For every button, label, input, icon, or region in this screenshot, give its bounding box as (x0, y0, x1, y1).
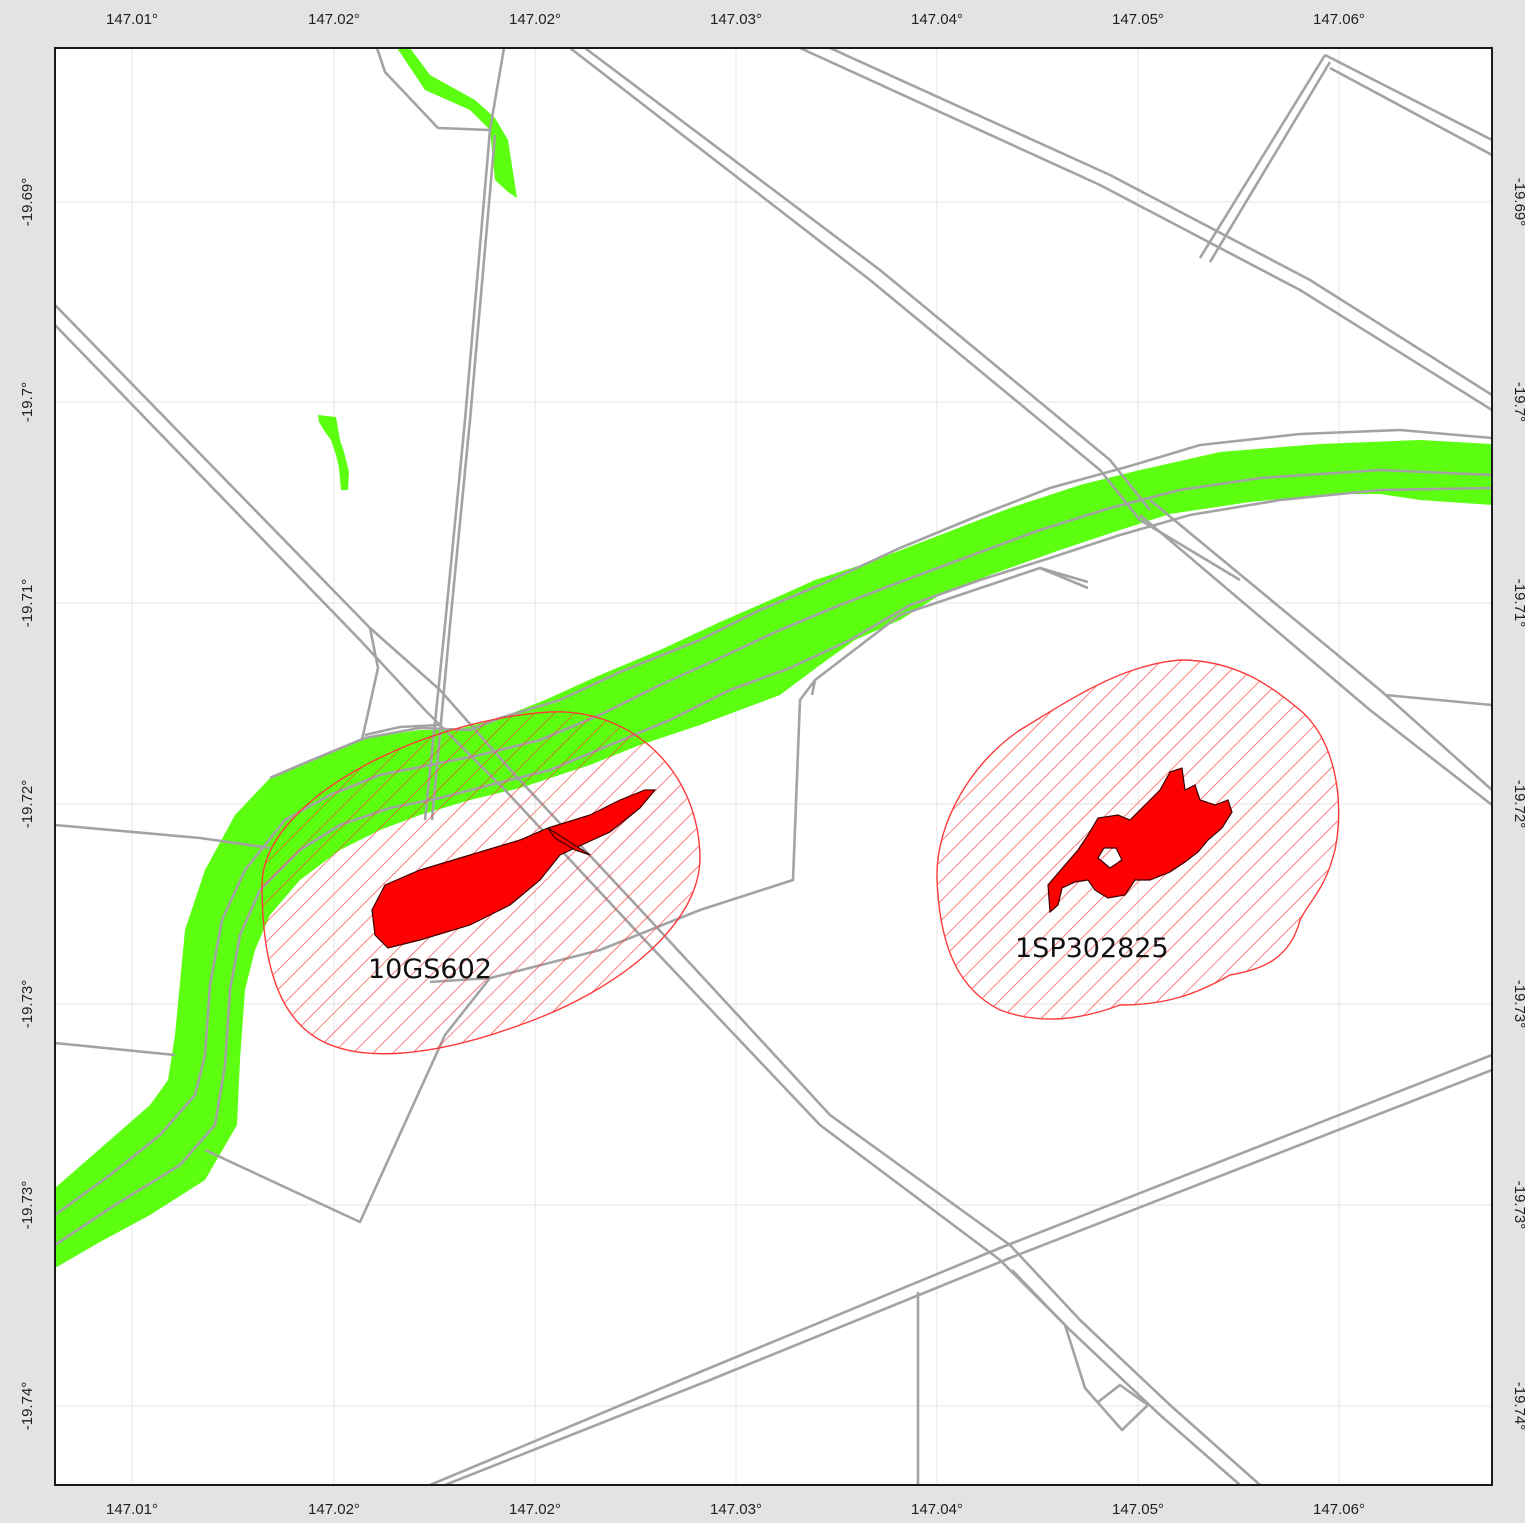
bottom-lon-tick: 147.06° (1313, 1501, 1365, 1518)
left-lat-tick: -19.74° (19, 1382, 36, 1431)
vegetation-patch (318, 415, 349, 490)
bottom-longitude-axis: 147.01° 147.02° 147.02° 147.03° 147.04° … (106, 1501, 1365, 1518)
bottom-lon-tick: 147.04° (911, 1501, 963, 1518)
right-lat-tick: -19.72° (1511, 780, 1525, 829)
left-lat-tick: -19.73° (19, 1181, 36, 1230)
right-lat-tick: -19.71° (1511, 579, 1525, 628)
stream-north (397, 48, 517, 198)
feature-label-1SP302825: 1SP302825 (1015, 933, 1169, 964)
left-lat-tick: -19.73° (19, 980, 36, 1029)
top-lon-tick: 147.02° (509, 11, 561, 28)
right-lat-tick: -19.7° (1511, 382, 1525, 422)
top-lon-tick: 147.03° (710, 11, 762, 28)
left-lat-tick: -19.71° (19, 579, 36, 628)
left-latitude-axis: -19.69° -19.7° -19.71° -19.72° -19.73° -… (19, 178, 36, 1431)
right-lat-tick: -19.73° (1511, 1181, 1525, 1230)
target-10GS602 (371, 789, 657, 949)
left-lat-tick: -19.72° (19, 780, 36, 829)
left-lat-tick: -19.69° (19, 178, 36, 227)
left-lat-tick: -19.7° (19, 382, 36, 422)
top-lon-tick: 147.05° (1112, 11, 1164, 28)
bottom-lon-tick: 147.03° (710, 1501, 762, 1518)
right-lat-tick: -19.69° (1511, 178, 1525, 227)
target-1SP302825 (1047, 767, 1233, 914)
top-lon-tick: 147.01° (106, 11, 158, 28)
top-lon-tick: 147.02° (308, 11, 360, 28)
bottom-lon-tick: 147.01° (106, 1501, 158, 1518)
top-longitude-axis: 147.01° 147.02° 147.02° 147.03° 147.04° … (106, 11, 1365, 28)
bottom-lon-tick: 147.02° (509, 1501, 561, 1518)
target-10GS602-spur (547, 827, 591, 856)
road-network (55, 48, 1492, 1485)
feature-label-10GS602: 10GS602 (368, 954, 492, 985)
right-lat-tick: -19.73° (1511, 980, 1525, 1029)
target-layer (371, 767, 1233, 949)
top-lon-tick: 147.06° (1313, 11, 1365, 28)
map-frame (54, 47, 1493, 1486)
right-lat-tick: -19.74° (1511, 1382, 1525, 1431)
bottom-lon-tick: 147.02° (308, 1501, 360, 1518)
top-lon-tick: 147.04° (911, 11, 963, 28)
right-latitude-axis: -19.69° -19.7° -19.71° -19.72° -19.73° -… (1511, 178, 1525, 1431)
bottom-lon-tick: 147.05° (1112, 1501, 1164, 1518)
